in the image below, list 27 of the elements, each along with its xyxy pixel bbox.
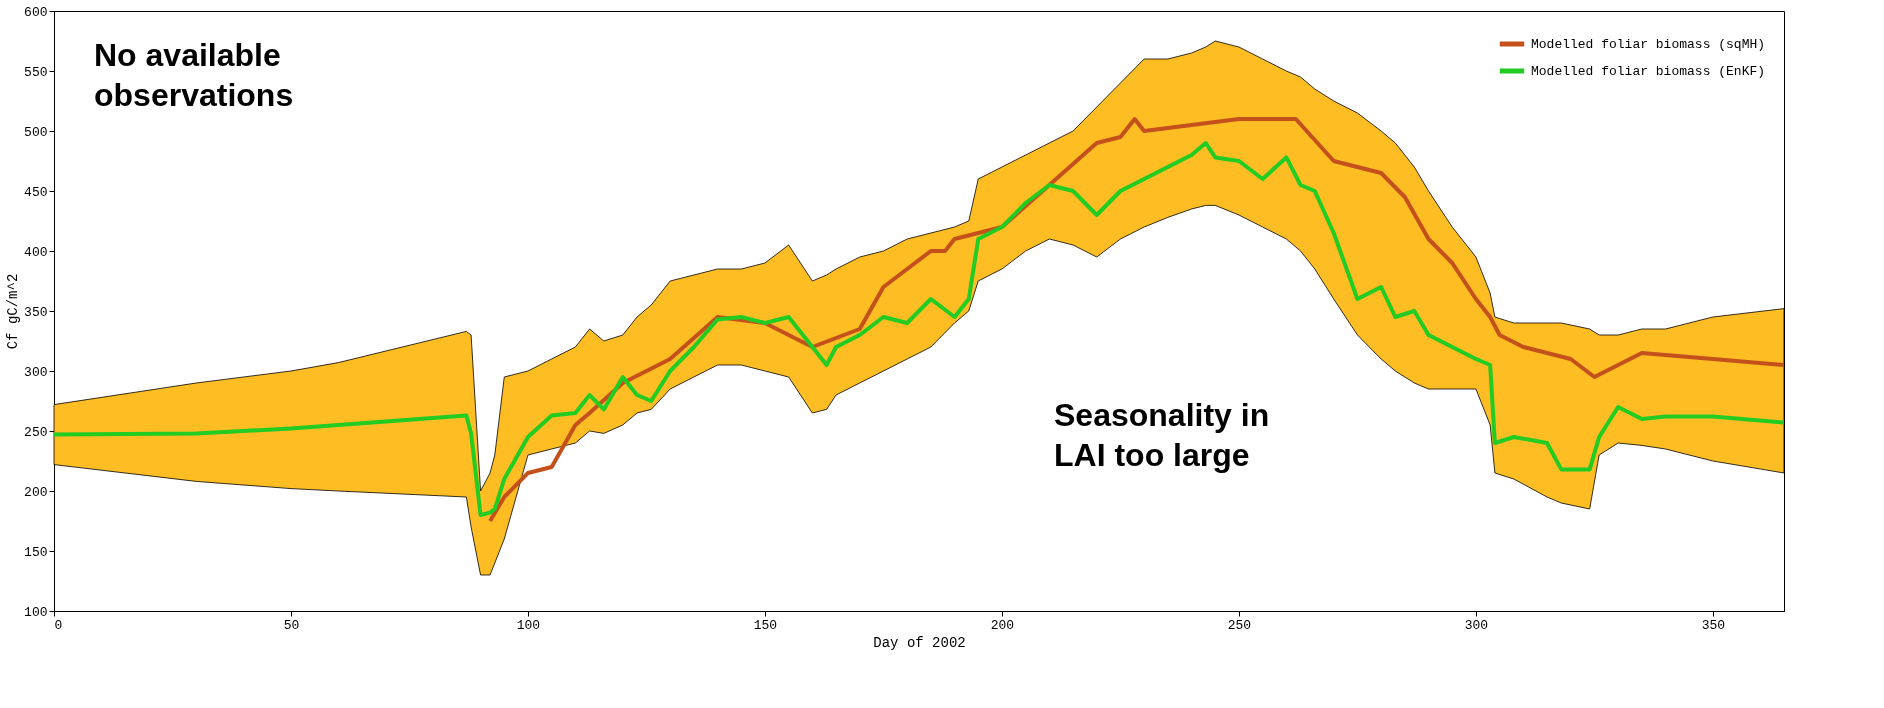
line-series	[52, 141, 1786, 517]
annotation: Seasonality in LAI too large	[1054, 397, 1270, 473]
x-tick-label: 350	[1701, 617, 1726, 633]
y-tick-label: 150	[24, 544, 48, 560]
y-tick-label: 200	[24, 484, 48, 500]
legend-label: Modelled foliar biomass (EnKF)	[1531, 64, 1766, 79]
annotation: No available observations	[94, 37, 294, 113]
x-tick-label: 300	[1464, 617, 1489, 633]
y-tick-label: 100	[24, 604, 48, 620]
x-tick-label: 150	[753, 617, 778, 633]
y-tick-label: 550	[24, 64, 48, 80]
y-tick-label: 350	[24, 304, 48, 320]
y-tick-label: 300	[24, 364, 48, 380]
x-tick-label: 0	[54, 617, 63, 633]
y-tick-label: 400	[24, 244, 48, 260]
y-tick-label: 250	[24, 424, 48, 440]
legend-label: Modelled foliar biomass (sqMH)	[1531, 37, 1766, 52]
x-tick-label: 200	[990, 617, 1015, 633]
y-tick-label: 500	[24, 124, 48, 140]
x-axis-title: Day of 2002	[873, 634, 966, 651]
y-tick-label: 600	[24, 4, 48, 20]
line-series	[488, 117, 1786, 523]
y-axis-title: Cf gC/m^2	[5, 273, 22, 350]
x-tick-label: 100	[516, 617, 541, 633]
x-tick-label: 250	[1227, 617, 1252, 633]
x-tick-label: 50	[283, 617, 300, 633]
y-tick-label: 450	[24, 184, 48, 200]
